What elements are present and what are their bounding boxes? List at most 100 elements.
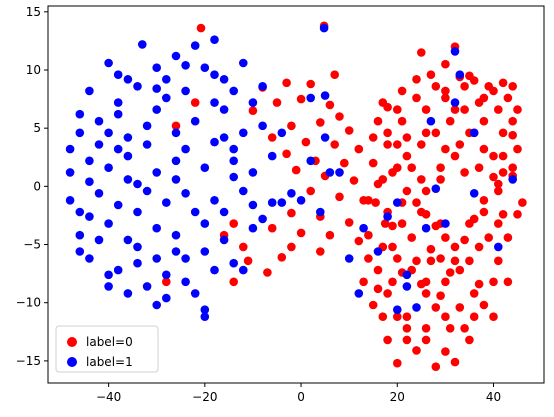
point-series-1-136	[65, 144, 75, 154]
point-series-0-17	[344, 126, 354, 135]
point-series-1-41	[142, 186, 152, 196]
point-series-0-114	[479, 116, 489, 126]
point-series-1-100	[402, 282, 412, 291]
point-series-1-111	[393, 198, 402, 207]
point-series-0-155	[393, 140, 402, 149]
points-layer	[65, 21, 527, 372]
point-series-0-118	[503, 277, 513, 287]
point-series-0-25	[291, 165, 301, 175]
point-series-0-176	[421, 128, 431, 138]
point-series-0-39	[316, 247, 325, 256]
point-series-0-195	[171, 121, 181, 131]
point-series-0-142	[465, 219, 474, 228]
point-series-0-43	[373, 116, 383, 126]
point-series-0-173	[373, 179, 383, 189]
point-series-0-57	[441, 277, 450, 287]
point-series-0-58	[450, 256, 460, 266]
point-series-0-21	[354, 144, 364, 154]
point-series-1-58	[133, 258, 142, 268]
point-series-1-85	[306, 156, 316, 166]
point-series-1-91	[344, 254, 354, 263]
point-series-0-70	[445, 116, 455, 126]
point-series-0-126	[402, 312, 412, 322]
point-series-0-181	[489, 277, 498, 287]
point-series-0-47	[371, 198, 380, 207]
point-series-1-53	[200, 219, 210, 228]
point-series-1-65	[162, 293, 171, 303]
point-series-1-22	[142, 121, 152, 131]
point-series-1-15	[181, 86, 190, 96]
point-series-0-153	[421, 186, 431, 196]
point-series-1-71	[133, 179, 142, 189]
point-series-0-112	[441, 93, 450, 103]
point-series-0-125	[383, 335, 392, 345]
point-series-0-130	[489, 312, 498, 322]
point-series-0-94	[417, 175, 426, 184]
point-series-1-1	[138, 40, 147, 49]
point-series-1-117	[75, 207, 85, 217]
point-series-0-61	[479, 196, 489, 205]
point-series-1-38	[65, 196, 75, 205]
point-series-1-10	[239, 58, 248, 68]
point-series-1-48	[75, 230, 85, 240]
point-series-1-121	[190, 289, 200, 298]
x-tick-label-2: 0	[297, 390, 305, 404]
point-series-0-186	[388, 277, 397, 287]
point-series-0-85	[455, 303, 465, 312]
point-series-1-83	[320, 91, 330, 100]
point-series-1-43	[181, 189, 190, 198]
point-series-1-4	[104, 58, 113, 68]
point-series-1-13	[133, 82, 142, 91]
point-series-0-91	[474, 163, 484, 172]
point-series-1-51	[152, 223, 161, 233]
point-series-1-106	[431, 184, 441, 193]
point-series-0-73	[402, 151, 412, 161]
point-series-1-17	[229, 86, 238, 96]
point-series-0-164	[498, 78, 508, 88]
point-series-0-127	[421, 289, 431, 298]
point-series-1-35	[229, 156, 238, 166]
point-series-0-151	[450, 151, 460, 161]
point-series-0-80	[426, 244, 436, 254]
point-series-0-103	[489, 151, 498, 161]
point-series-1-133	[152, 84, 161, 93]
point-series-0-49	[388, 242, 397, 252]
point-series-0-110	[397, 116, 407, 126]
point-series-1-0	[319, 23, 329, 33]
y-tick-label-0: −15	[16, 354, 41, 368]
point-series-1-110	[441, 219, 450, 228]
point-series-0-148	[494, 105, 503, 114]
point-series-1-8	[200, 63, 210, 72]
point-series-1-5	[123, 75, 133, 84]
point-series-0-108	[393, 105, 402, 114]
point-series-1-124	[200, 247, 210, 256]
point-series-1-49	[104, 219, 113, 228]
x-tick-label-0: −40	[96, 390, 121, 404]
point-series-0-111	[421, 105, 431, 114]
point-series-0-124	[393, 358, 402, 368]
x-tick-label-1: −20	[192, 390, 217, 404]
point-series-1-21	[123, 133, 133, 142]
point-series-1-37	[267, 151, 277, 161]
point-series-0-22	[282, 149, 291, 159]
point-series-0-56	[431, 303, 441, 312]
point-series-0-99	[445, 268, 455, 277]
point-series-0-48	[380, 219, 390, 228]
point-series-1-75	[181, 144, 190, 154]
point-series-1-56	[85, 254, 94, 263]
point-series-0-180	[498, 168, 508, 177]
point-series-0-101	[484, 233, 494, 242]
point-series-1-59	[162, 270, 171, 280]
point-series-0-182	[469, 312, 479, 322]
point-series-0-174	[388, 168, 397, 177]
point-series-0-152	[436, 175, 445, 184]
point-series-1-33	[171, 156, 181, 166]
point-series-0-188	[364, 230, 373, 240]
point-series-1-78	[85, 212, 94, 221]
legend: label=0 label=1	[55, 325, 159, 373]
point-series-1-105	[494, 242, 503, 252]
legend-label-1: label=1	[86, 355, 133, 369]
y-tick-label-1: −10	[16, 296, 41, 310]
point-series-0-115	[498, 128, 508, 138]
